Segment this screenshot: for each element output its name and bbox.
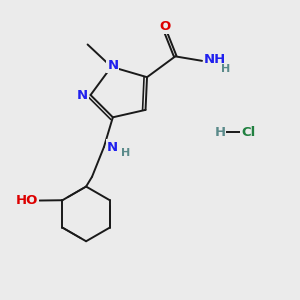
- Text: N: N: [107, 59, 118, 72]
- Text: N: N: [107, 140, 118, 154]
- Text: H: H: [214, 126, 225, 139]
- Text: H: H: [121, 148, 130, 158]
- Text: HO: HO: [16, 194, 38, 207]
- Text: N: N: [76, 88, 88, 101]
- Text: NH: NH: [204, 53, 226, 66]
- Text: Cl: Cl: [241, 126, 255, 139]
- Text: H: H: [221, 64, 230, 74]
- Text: O: O: [160, 20, 171, 33]
